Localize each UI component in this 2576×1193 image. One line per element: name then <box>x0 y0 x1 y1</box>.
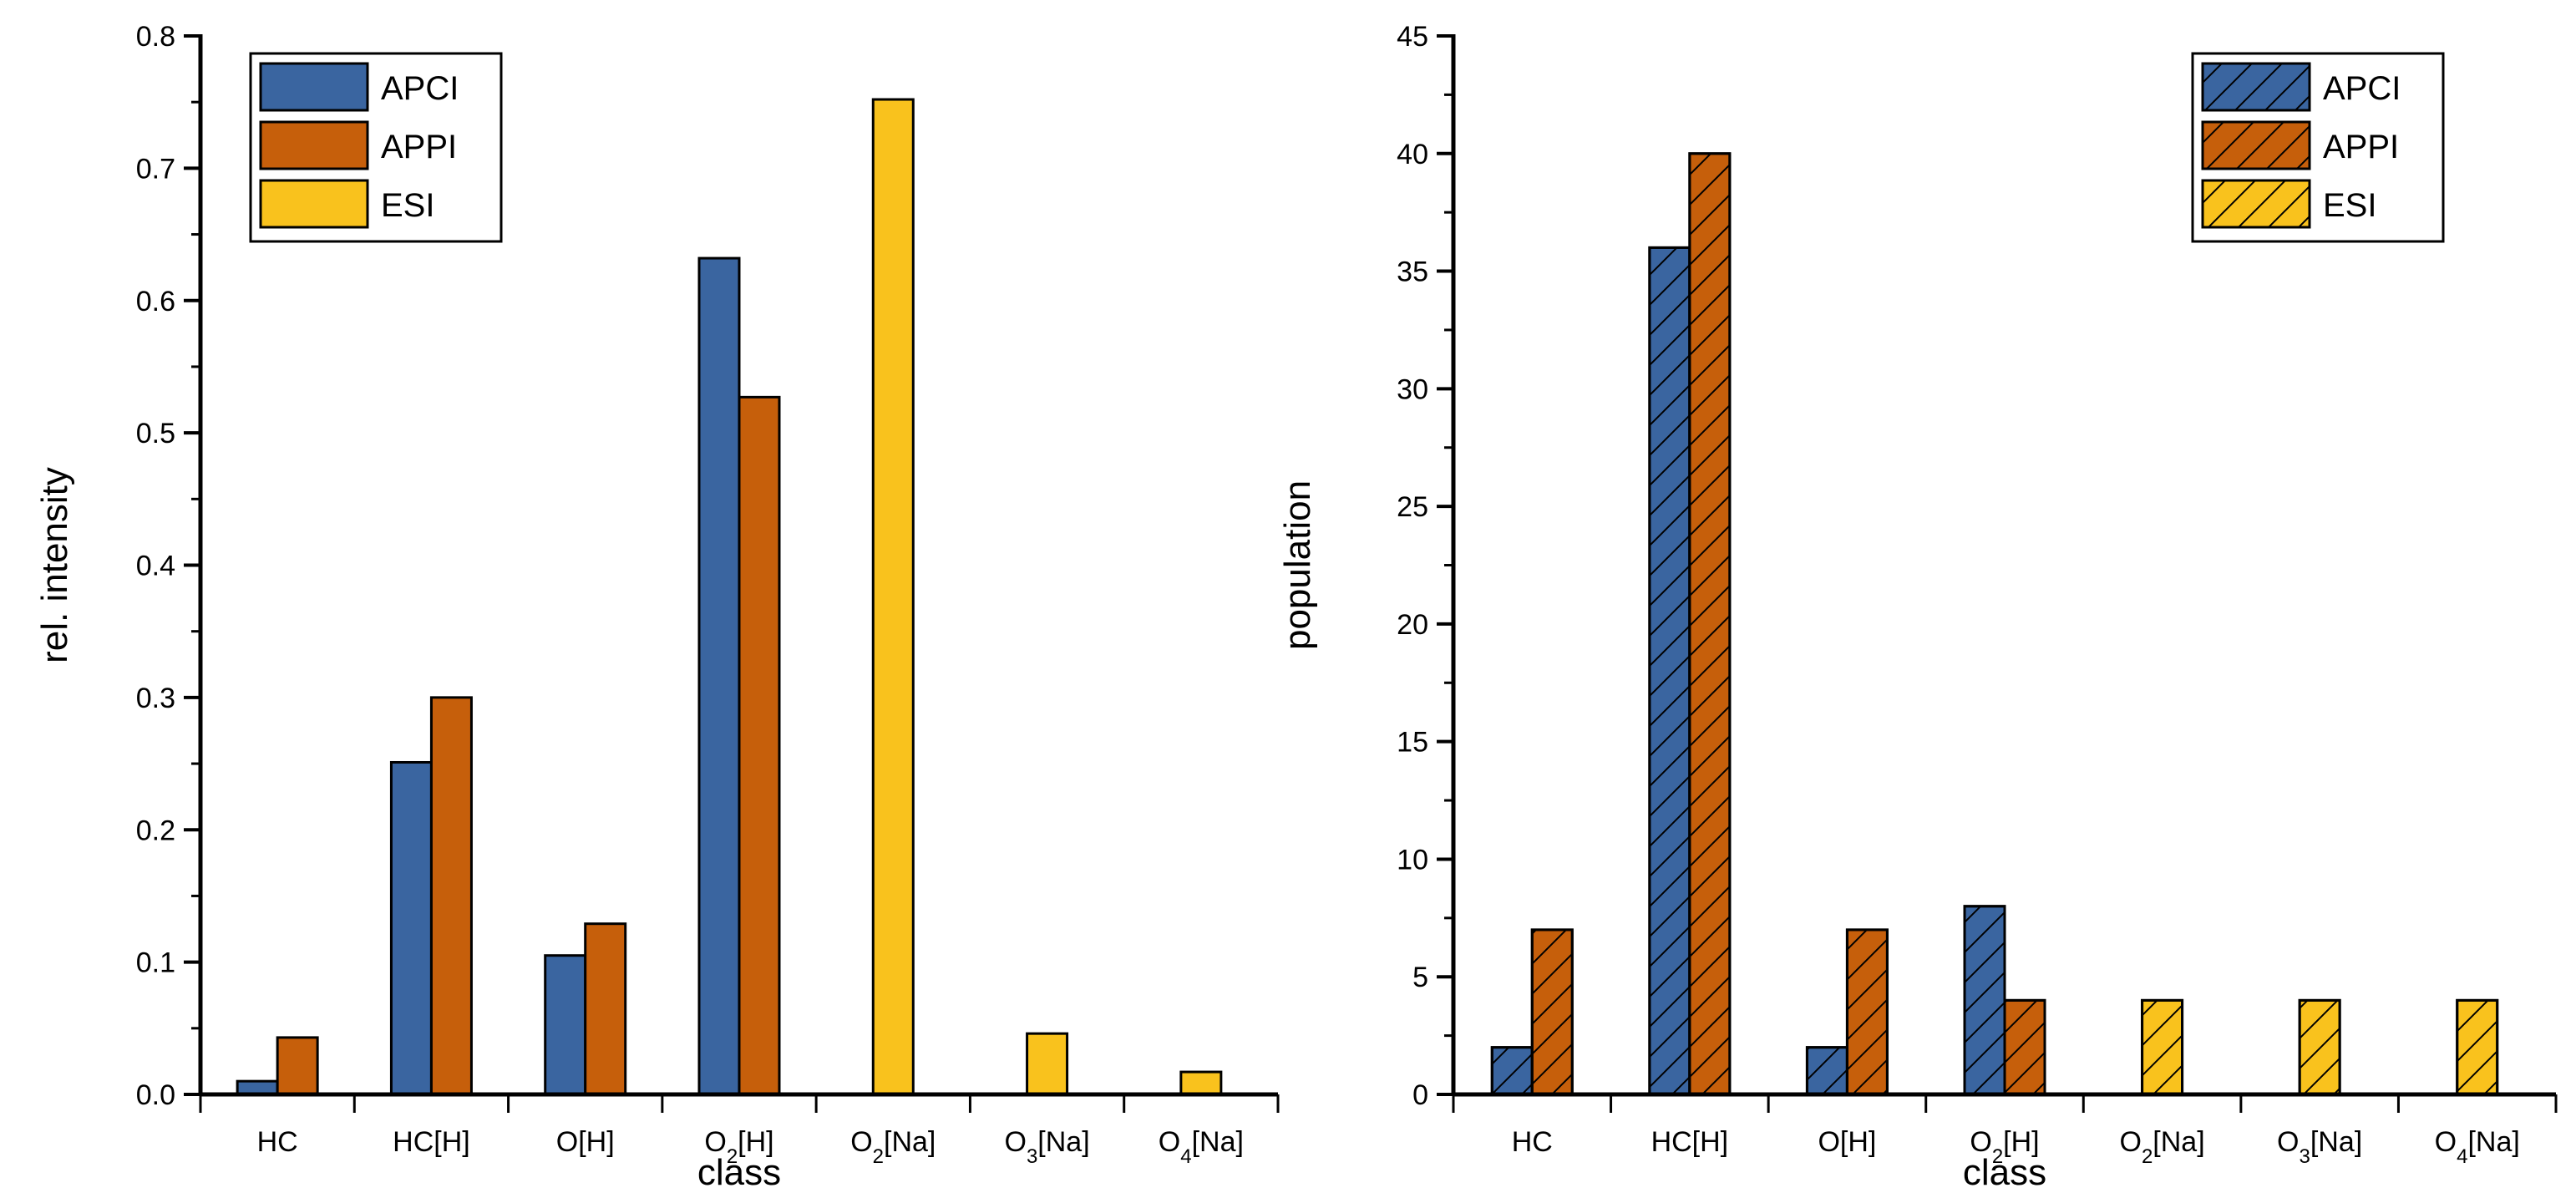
x-category-label: O[H] <box>556 1126 615 1158</box>
legend-swatch-hatch <box>2201 62 2311 112</box>
bar-appi <box>276 1036 319 1096</box>
legend-label-esi: ESI <box>381 187 434 224</box>
x-category-label: O[H] <box>1818 1126 1876 1158</box>
bar-hatch-appi <box>2003 998 2046 1096</box>
bar-hatch-appi <box>1688 152 1732 1096</box>
x-axis-title: class <box>1963 1152 2046 1193</box>
y-tick-label: 25 <box>1397 491 1428 523</box>
chart-relative-intensity: 0.0 0.1 0.2 0.3 0.4 0.5 0.6 0.7 0.8 HC HC[H] O[H] O2… <box>34 21 1280 1193</box>
bar-apci <box>389 760 433 1096</box>
legend-label-esi: ESI <box>2323 187 2376 224</box>
y-tick-label: 0.4 <box>136 551 175 582</box>
bar-appi <box>429 696 473 1096</box>
bar-hatch-esi <box>2298 998 2341 1096</box>
bar-apci <box>697 256 741 1096</box>
x-category-label: O3[Na] <box>1004 1126 1089 1168</box>
y-tick-label: 0.8 <box>136 21 175 53</box>
y-axis-title: rel. intensity <box>34 467 75 663</box>
x-category-label: O4[Na] <box>2435 1126 2520 1168</box>
legend-label-appi: APPI <box>2323 129 2399 165</box>
legend-swatch-esi <box>259 179 369 229</box>
x-axis-title: class <box>697 1152 781 1193</box>
bar-esi <box>1026 1032 1069 1096</box>
legend-swatch-apci <box>259 62 369 112</box>
bar-esi <box>871 98 915 1096</box>
y-tick-label: 0.2 <box>136 815 175 846</box>
y-tick-label: 5 <box>1412 962 1428 993</box>
bar-appi <box>738 395 781 1096</box>
y-axis-title: population <box>1277 480 1318 650</box>
y-tick-label: 0.0 <box>136 1079 175 1111</box>
y-tick-label: 45 <box>1397 21 1428 53</box>
bar-hatch-esi <box>2456 998 2499 1096</box>
x-category-label: HC <box>257 1126 298 1158</box>
y-tick-label: 0.7 <box>136 153 175 185</box>
legend-label-apci: APCI <box>381 70 459 107</box>
legend-swatch-appi <box>259 120 369 170</box>
x-category-label: O2[H] <box>704 1126 773 1168</box>
y-tick-label: 0.1 <box>136 947 175 979</box>
y-tick-label: 0.3 <box>136 683 175 714</box>
bar-hatch-appi <box>1530 928 1574 1096</box>
x-category-label: O2[Na] <box>850 1126 936 1168</box>
y-tick-label: 0.5 <box>136 418 175 449</box>
y-tick-label: 40 <box>1397 139 1428 170</box>
bar-esi <box>1179 1070 1223 1096</box>
bar-hatch-appi <box>1845 928 1889 1096</box>
y-tick-label: 10 <box>1397 844 1428 876</box>
legend-label-apci: APCI <box>2323 70 2401 107</box>
y-tick-label: 20 <box>1397 609 1428 641</box>
y-tick-label: 30 <box>1397 373 1428 405</box>
legend-swatch-hatch <box>2201 179 2311 229</box>
x-category-label: O4[Na] <box>1159 1126 1244 1168</box>
bar-hatch-apci <box>1805 1046 1848 1096</box>
x-category-label: O2[H] <box>1970 1126 2039 1168</box>
bar-apci <box>544 954 587 1096</box>
bar-hatch-esi <box>2141 998 2184 1096</box>
x-category-label: O2[Na] <box>2119 1126 2204 1168</box>
y-tick-label: 35 <box>1397 256 1428 288</box>
x-category-label: HC[H] <box>1651 1126 1729 1158</box>
y-tick-label: 0 <box>1412 1079 1428 1111</box>
x-category-label: HC[H] <box>393 1126 470 1158</box>
bar-hatch-apci <box>1963 905 2006 1096</box>
bar-hatch-apci <box>1648 246 1691 1096</box>
chart-population: 0 5 10 15 20 25 30 35 40 45 HC HC[H] O[H] O2[H] O2[Na]… <box>1277 21 2558 1193</box>
y-tick-label: 0.6 <box>136 286 175 317</box>
x-category-label: O3[Na] <box>2277 1126 2362 1168</box>
legend-label-appi: APPI <box>381 129 457 165</box>
legend-swatch-hatch <box>2201 120 2311 170</box>
bar-hatch-apci <box>1490 1046 1534 1096</box>
y-tick-label: 15 <box>1397 727 1428 759</box>
x-category-label: HC <box>1512 1126 1553 1158</box>
bar-appi <box>584 922 627 1096</box>
